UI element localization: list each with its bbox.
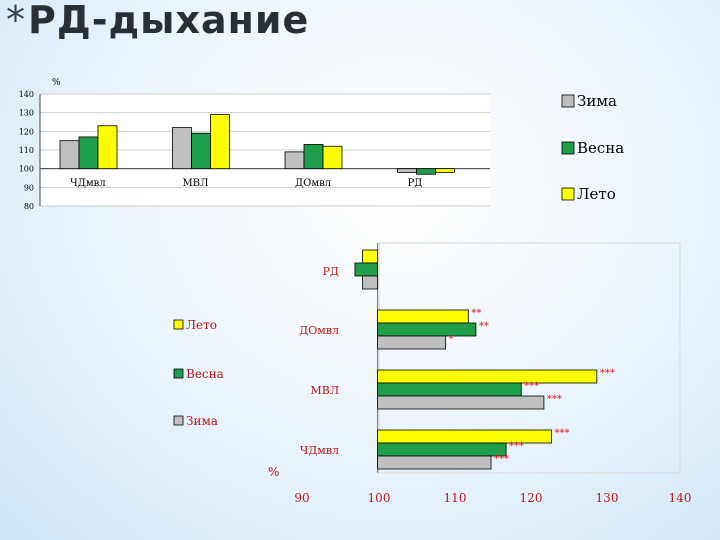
x-tick-label: 120 [520,491,543,505]
hbar-весна-4 [377,442,507,457]
significance-label: ** [479,321,489,332]
significance-label: ** [471,308,481,319]
y-tick-label: 90 [24,183,34,192]
plot-area-2 [378,242,681,474]
hbar-зима-2 [377,335,447,350]
legend-swatch-весна [561,141,575,155]
significance-label: *** [524,381,539,392]
y-tick-label: 140 [19,90,34,99]
y-category-label: ДОмвл [299,324,339,337]
unit-label-2: % [268,465,279,479]
legend2-label-лето: Лето [186,318,217,332]
y-category-label: МВЛ [310,384,339,397]
y-category-label: ЧДмвл [300,444,339,457]
legend-swatch-лето [561,187,575,201]
legend-label-зима: Зима [577,92,617,110]
y-tick-label: 80 [24,202,34,211]
legend-swatch-зима [561,94,575,108]
legend2-swatch-лето [173,319,184,330]
hbar-лето-4 [377,429,552,444]
legend-label-лето: Лето [577,185,616,203]
x-category-label: ДОмвл [295,178,331,189]
hbar-весна-3 [377,382,522,397]
hbar-зима-4 [377,455,492,470]
bar-лето-3 [322,145,343,170]
hbar-лето-1 [362,249,379,264]
hbar-лето-2 [377,309,469,324]
x-category-label: ЧДмвл [70,178,106,189]
legend-label-весна: Весна [577,139,624,157]
legend2-swatch-весна [173,368,184,379]
legend2-label-зима: Зима [186,414,218,428]
bar-лето-2 [210,114,230,170]
unit-label: % [52,78,61,88]
y-tick-label: 130 [19,109,34,118]
y-category-label: РД [323,265,339,278]
slide-title: *РД-дыхание [6,0,309,42]
significance-label: *** [547,394,562,405]
title-star: * [6,0,26,42]
bar-лето-1 [97,125,118,170]
significance-label: * [449,334,454,345]
legend2-label-весна: Весна [186,367,224,381]
y-tick-label: 100 [19,165,34,174]
x-tick-label: 90 [294,491,309,505]
hbar-зима-1 [362,275,379,290]
x-tick-label: 110 [444,491,467,505]
x-category-label: МВЛ [183,178,209,189]
x-tick-label: 130 [596,491,619,505]
significance-label: *** [509,441,524,452]
significance-label: *** [494,454,509,465]
x-tick-label: 100 [368,491,391,505]
hbar-весна-2 [377,322,477,337]
bar-лето-4 [435,168,455,173]
hbar-лето-3 [377,369,598,384]
y-tick-label: 110 [19,146,34,155]
title-text: РД-дыхание [28,0,310,42]
legend2-swatch-зима [173,415,184,426]
hbar-зима-3 [377,395,545,410]
significance-label: *** [554,428,569,439]
y-tick-label: 120 [19,127,34,136]
x-category-label: РД [408,178,423,189]
significance-label: *** [600,368,615,379]
x-tick-label: 140 [669,491,692,505]
hbar-весна-1 [354,262,379,277]
